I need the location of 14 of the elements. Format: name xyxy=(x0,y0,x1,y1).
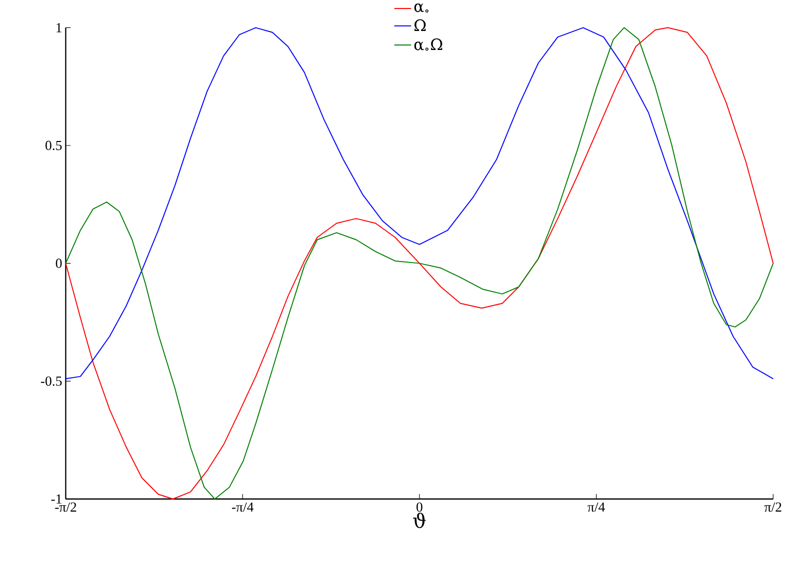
y-tick-label: -1 xyxy=(51,494,62,504)
x-tick-label: 0 xyxy=(416,502,422,512)
legend-label: α$_{∘}$Ω xyxy=(414,38,442,51)
x-tick-label: -π/2 xyxy=(55,502,76,512)
x-tick-label: -π/4 xyxy=(232,502,254,512)
x-tick-label: π/4 xyxy=(588,502,605,512)
y-tick-label: -0.5 xyxy=(40,376,62,386)
y-tick-label: 1 xyxy=(56,23,62,32)
legend-label: Ω xyxy=(414,19,426,31)
y-tick-label: 0.5 xyxy=(46,140,62,150)
legend-label: α$_{∘}$ xyxy=(414,3,428,12)
x-axis-title: ϑ xyxy=(413,512,426,528)
y-tick-label: 0 xyxy=(56,258,62,268)
x-tick-label: π/2 xyxy=(764,502,782,512)
